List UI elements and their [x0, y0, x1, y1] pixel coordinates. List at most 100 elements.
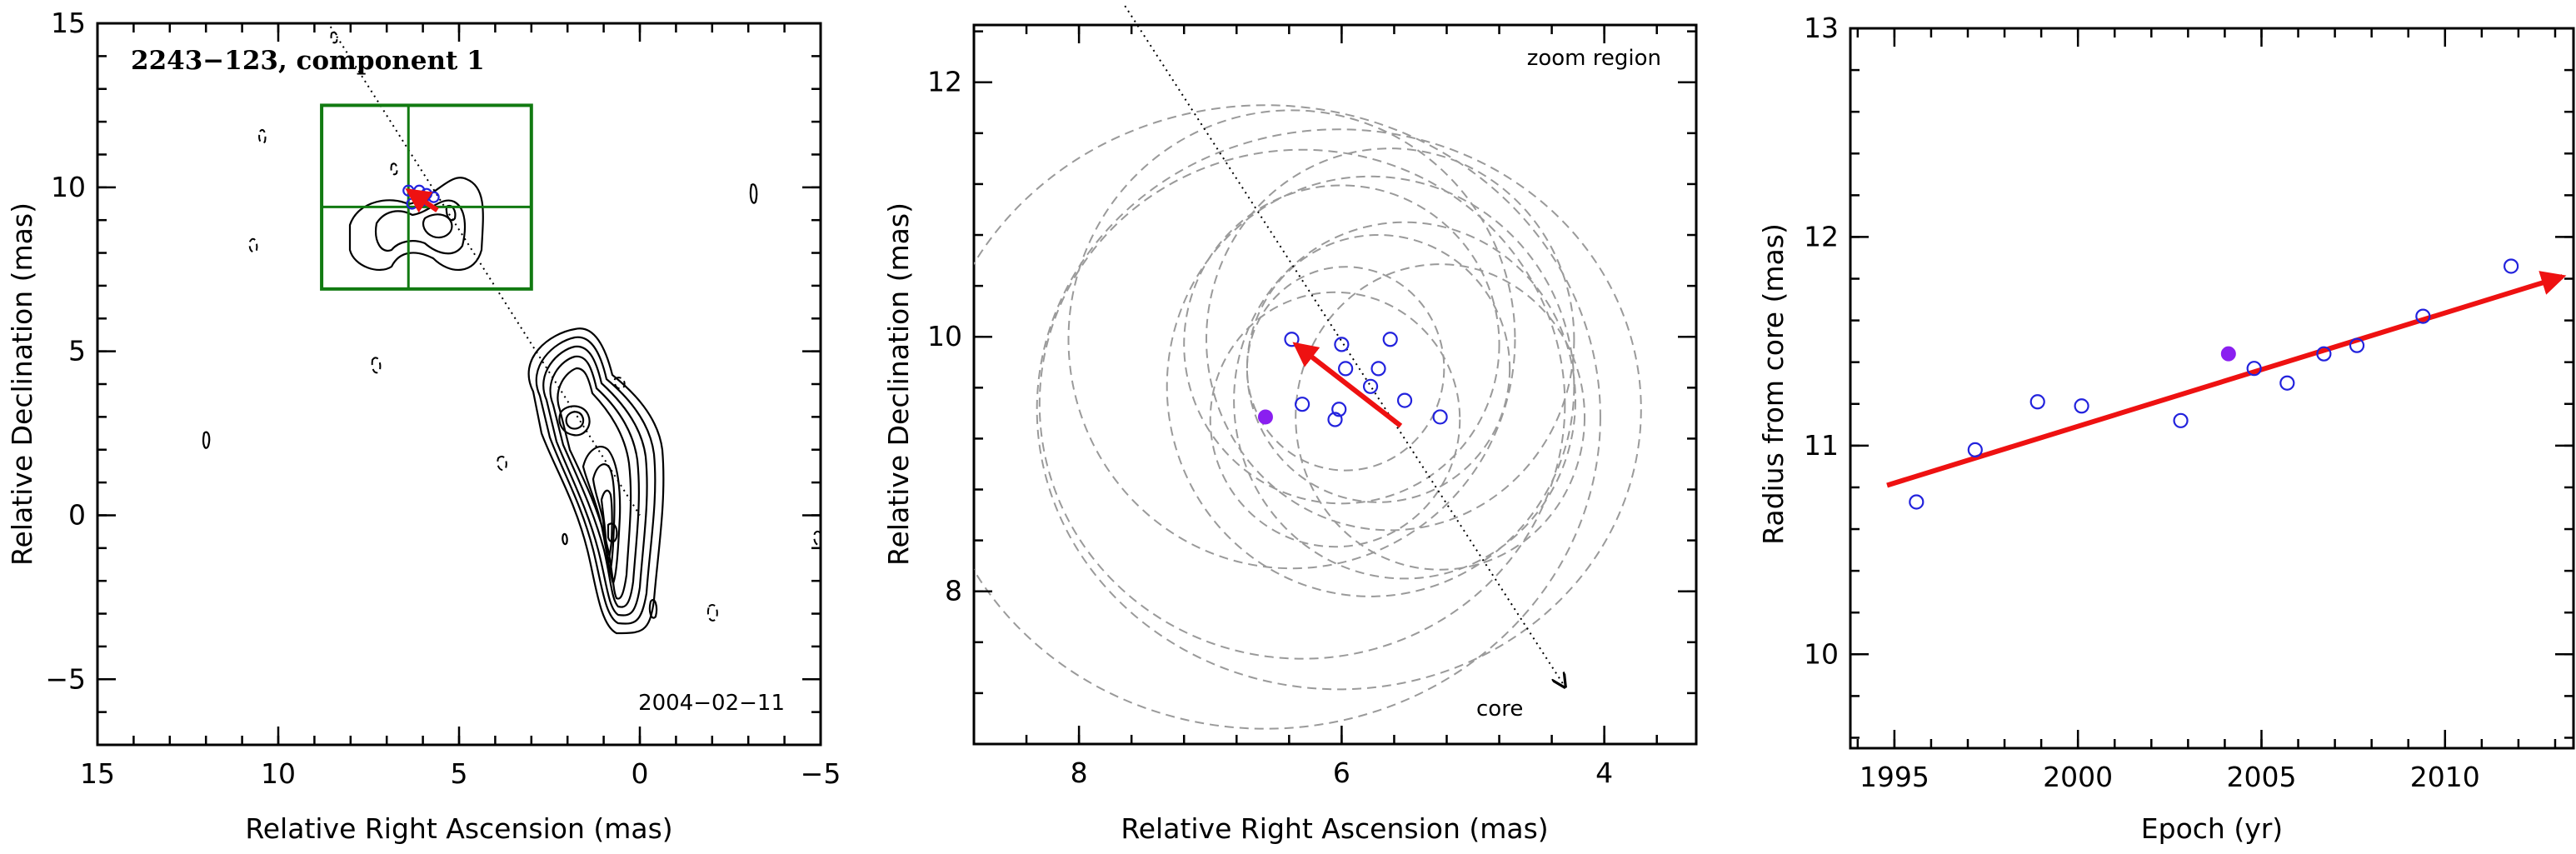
panel-2-frame [972, 23, 1698, 746]
component-point [1284, 332, 1300, 347]
component-point [1396, 392, 1413, 408]
y-tick-label: 12 [927, 66, 962, 98]
panel-2-beam-ellipses [974, 104, 1642, 730]
x-tick-label: 5 [451, 757, 468, 790]
neg-contour-5 [497, 455, 507, 472]
jet-direction-line [327, 23, 641, 516]
contour-level-10 [565, 411, 585, 430]
panel-3-fit-arrow [1886, 271, 2567, 488]
radius-point [2074, 398, 2089, 414]
component-point [1382, 332, 1398, 347]
neg-contour-1 [248, 237, 258, 253]
beam-ellipse [1233, 221, 1576, 580]
panel-1-x-axis: 15 10 5 0 −5 [80, 23, 841, 790]
contour-comp1-inner [375, 199, 467, 255]
radius-point [2246, 361, 2262, 377]
contour-comp1-core [422, 213, 453, 239]
y-tick-label: 0 [68, 498, 86, 531]
beam-ellipse [1246, 266, 1445, 472]
beam-ellipse [1067, 109, 1516, 570]
y-tick-label: 5 [68, 335, 86, 367]
x-tick-label: 4 [1595, 757, 1613, 789]
beam-ellipse [1295, 263, 1586, 571]
contour-level-6 [582, 446, 622, 586]
component-point [1338, 361, 1354, 377]
x-tick-label: 8 [1071, 757, 1088, 789]
y-tick-label: 11 [1804, 429, 1839, 462]
panel-1-motion-arrow [405, 188, 439, 213]
highlighted-radius-point [2220, 346, 2236, 362]
beam-ellipse [1038, 148, 1566, 660]
neg-contour-8 [330, 31, 338, 44]
radius-point [2349, 337, 2365, 353]
contour-level-9 [558, 405, 591, 437]
y-tick-label: 10 [927, 320, 962, 352]
panel-2-y-axis: 8 10 12 [927, 30, 1696, 746]
x-tick-label: 1995 [1860, 761, 1930, 793]
y-tick-label: 10 [1804, 637, 1839, 670]
component-point [1334, 337, 1350, 352]
y-tick-label: 10 [51, 171, 86, 203]
panel-3-x-axis-label: Epoch (yr) [2141, 812, 2283, 845]
panel-1-title: 2243−123, component 1 [131, 46, 485, 76]
panel-3-radius-points [1909, 258, 2519, 510]
x-tick-label: 0 [632, 757, 649, 790]
y-tick-label: −5 [45, 662, 86, 695]
panel-1-y-axis: −5 0 5 10 15 [45, 7, 821, 747]
radius-point [2503, 258, 2519, 274]
contour-level-7 [592, 463, 616, 574]
radius-point [2316, 346, 2332, 362]
contour-comp1-outer [348, 177, 484, 271]
x-tick-label: 2000 [2043, 761, 2113, 793]
beam-ellipse [1183, 184, 1500, 505]
beam-ellipse [1166, 175, 1575, 597]
component-point [1294, 397, 1310, 412]
contour-level-11 [607, 522, 618, 543]
contour-blob-2 [749, 183, 758, 204]
neg-contour-6 [706, 603, 718, 622]
neg-contour-9 [390, 162, 398, 176]
beam-ellipse [1246, 234, 1511, 503]
x-tick-label: 2005 [2226, 761, 2296, 793]
radius-point [2173, 412, 2189, 428]
x-tick-label: 2010 [2410, 761, 2480, 793]
contour-blob-4 [562, 532, 568, 546]
panel-1-frame [96, 22, 822, 747]
component-point [1362, 378, 1379, 394]
panel-2-zoom: zoom region core 8 6 4 8 10 12 Relative Righ… [882, 5, 1698, 845]
radius-point [2415, 308, 2431, 324]
beam-ellipse [974, 104, 1601, 730]
beam-ellipse [1209, 291, 1461, 548]
neg-contour-3 [371, 357, 382, 374]
panel-3-x-axis: 1995 2000 2005 2010 [1856, 28, 2557, 793]
neg-contour-4 [613, 377, 626, 390]
y-tick-label: 8 [945, 575, 962, 607]
contour-level-2 [535, 336, 656, 625]
panel-2-core-label: core [1476, 697, 1523, 722]
neg-contour-2 [258, 128, 267, 144]
panel-1-map: 2243−123, component 1 2004−02−11 15 10 5 0−… [6, 7, 841, 845]
radius-point [1909, 494, 1925, 510]
contour-blob-3 [648, 599, 658, 619]
radius-point [1967, 442, 1983, 457]
component-point [1432, 409, 1448, 425]
panel-3-y-axis-label: Radius from core (mas) [1757, 223, 1790, 545]
panel-3-frame [1849, 27, 2575, 750]
highlighted-epoch-point [1257, 409, 1273, 425]
panel-3-y-axis: 10 11 12 13 [1804, 12, 2574, 739]
panel-1-x-axis-label: Relative Right Ascension (mas) [245, 812, 672, 845]
contour-level-4 [549, 355, 640, 608]
panel-1-y-axis-label: Relative Declination (mas) [6, 202, 38, 566]
panel-2-zoom-label: zoom region [1527, 46, 1661, 71]
neg-contour-7 [813, 530, 821, 547]
panel-2-x-axis-label: Relative Right Ascension (mas) [1121, 812, 1548, 845]
y-tick-label: 12 [1804, 220, 1839, 252]
contour-level-1 [527, 327, 665, 635]
panel-1-contours [202, 31, 821, 635]
panel-2-y-axis-label: Relative Declination (mas) [882, 202, 915, 566]
x-tick-label: 6 [1333, 757, 1350, 789]
panel-2-x-axis: 8 6 4 [972, 25, 1658, 789]
contour-level-5 [557, 367, 632, 600]
radius-point [2029, 394, 2045, 410]
